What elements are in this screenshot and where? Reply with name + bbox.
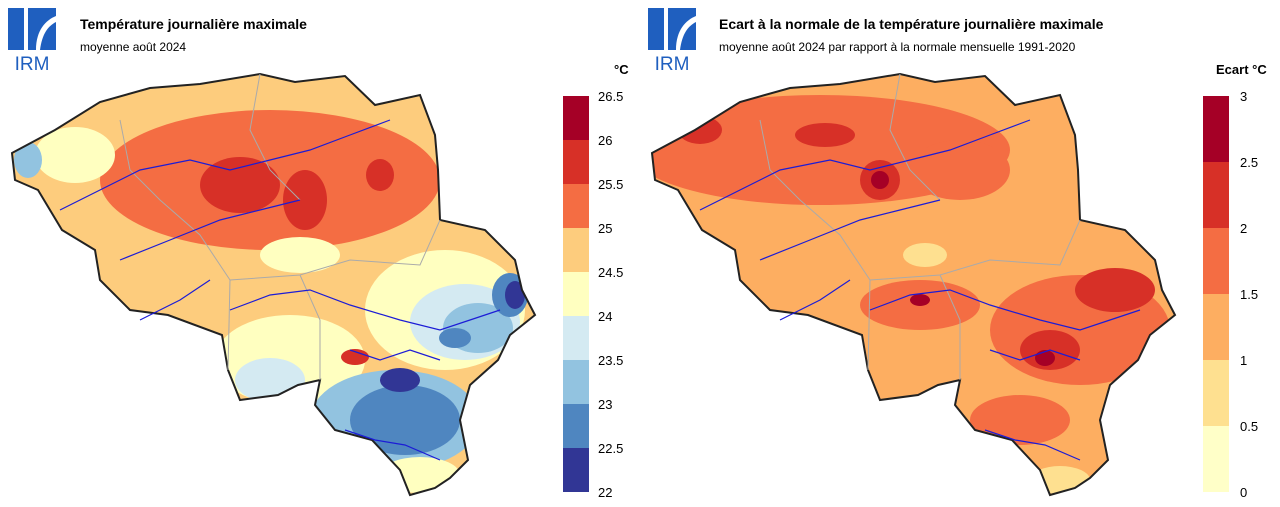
color-legend [1203,96,1229,492]
legend-swatch [563,96,589,140]
legend-tick: 0.5 [1240,419,1259,434]
belgium-anomaly-map [650,72,1177,497]
legend-unit: °C [614,62,629,77]
map-panel-anomaly: IRM Ecart à la normale de la température… [640,0,1280,507]
legend-swatch [1203,360,1229,426]
logo-text: IRM [655,54,690,72]
legend-swatch [563,184,589,228]
irm-logo-icon: IRM [648,8,696,72]
map-title: Température journalière maximale [80,16,307,32]
irm-logo-icon: IRM [8,8,56,72]
legend-tick: 24 [598,309,613,324]
belgium-temperature-map [10,72,537,497]
legend-tick: 24.5 [598,265,624,280]
map-title: Ecart à la normale de la température jou… [719,16,1104,32]
legend-tick: 3 [1240,89,1248,104]
legend-tick: 22.5 [598,441,624,456]
legend-swatch [563,360,589,404]
legend-swatch [563,228,589,272]
legend-tick: 1.5 [1240,287,1259,302]
legend-tick: 26 [598,133,613,148]
legend-tick: 26.5 [598,89,624,104]
map-panel-temperature: IRM Température journalière maximale moy… [8,8,629,500]
color-legend [563,96,589,492]
legend-unit: Ecart °C [1216,62,1267,77]
map-subtitle: moyenne août 2024 [80,40,187,54]
legend-tick: 23 [598,397,613,412]
map-subtitle: moyenne août 2024 par rapport à la norma… [719,40,1076,54]
legend-swatch [1203,96,1229,162]
legend-swatch [1203,162,1229,228]
legend-tick: 23.5 [598,353,624,368]
legend-tick: 2.5 [1240,155,1259,170]
legend-swatch [563,272,589,316]
legend-tick: 2 [1240,221,1248,236]
legend-swatch [1203,228,1229,294]
legend-swatch [563,448,589,492]
legend-tick: 25 [598,221,613,236]
legend-tick: 1 [1240,353,1248,368]
legend-swatch [563,404,589,448]
legend-tick: 22 [598,485,613,500]
logo-text: IRM [15,54,50,72]
legend-swatch [1203,426,1229,492]
legend-swatch [1203,294,1229,360]
legend-swatch [563,316,589,360]
legend-tick: 0 [1240,485,1248,500]
legend-swatch [563,140,589,184]
legend-tick: 25.5 [598,177,624,192]
